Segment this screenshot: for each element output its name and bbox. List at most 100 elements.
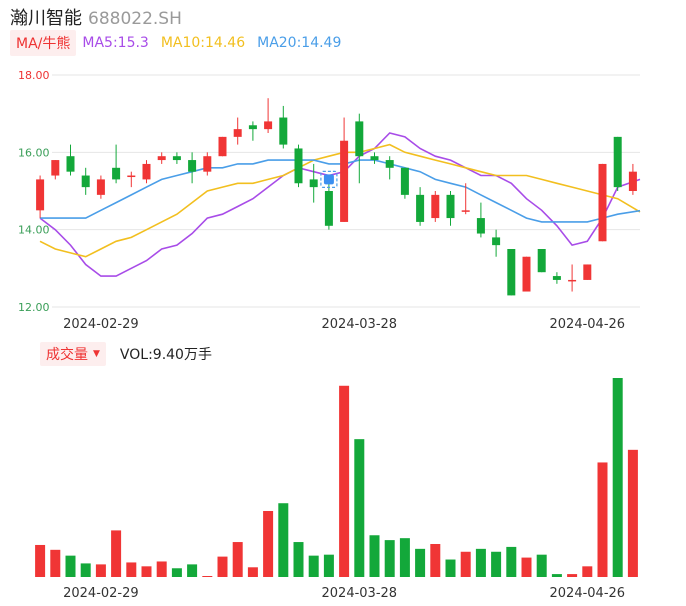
volume-bar[interactable] xyxy=(582,566,593,577)
volume-bar[interactable] xyxy=(217,556,228,577)
y-tick-label: 16.00 xyxy=(18,146,50,159)
volume-bar[interactable] xyxy=(50,549,61,577)
caret-down-icon: ▼ xyxy=(93,349,100,359)
volume-bar[interactable] xyxy=(80,563,91,577)
candle-body[interactable] xyxy=(431,194,440,219)
candle-body[interactable] xyxy=(157,156,166,161)
candle-body[interactable] xyxy=(355,121,364,157)
candle-body[interactable] xyxy=(583,264,592,280)
candle-body[interactable] xyxy=(507,249,516,296)
volume-bar[interactable] xyxy=(597,462,608,577)
volume-bar[interactable] xyxy=(551,574,562,577)
candle-body[interactable] xyxy=(218,136,227,157)
candle-body[interactable] xyxy=(142,163,151,180)
x-date-label: 2024-04-26 xyxy=(550,586,626,601)
candle-body[interactable] xyxy=(127,175,136,178)
candle-body[interactable] xyxy=(294,148,303,184)
ma-bull-bear-tab[interactable]: MA/牛熊 xyxy=(10,30,77,56)
candle-body[interactable] xyxy=(340,140,349,222)
ma10-legend: MA10:14.46 xyxy=(160,35,246,51)
volume-bar[interactable] xyxy=(293,542,304,577)
volume-bar[interactable] xyxy=(278,503,289,577)
candle-body[interactable] xyxy=(461,210,470,212)
candle-body[interactable] xyxy=(66,156,75,172)
volume-bar[interactable] xyxy=(612,378,623,577)
x-date-label: 2024-03-28 xyxy=(322,317,398,332)
candle-body[interactable] xyxy=(309,179,318,188)
candle-body[interactable] xyxy=(36,179,45,211)
volume-bar[interactable] xyxy=(339,385,350,577)
volume-bar[interactable] xyxy=(354,439,365,577)
candle-body[interactable] xyxy=(385,160,394,168)
x-date-label: 2024-02-29 xyxy=(63,586,139,601)
x-date-label: 2024-02-29 xyxy=(63,317,139,332)
candle-body[interactable] xyxy=(552,276,561,280)
volume-bar[interactable] xyxy=(399,538,410,577)
y-tick-label: 18.00 xyxy=(18,69,50,82)
candle-body[interactable] xyxy=(203,156,212,172)
volume-bar[interactable] xyxy=(263,510,274,577)
volume-bar[interactable] xyxy=(187,564,198,577)
volume-bar[interactable] xyxy=(308,555,319,577)
volume-bar[interactable] xyxy=(536,554,547,577)
candle-body[interactable] xyxy=(279,117,288,145)
ma5-line xyxy=(39,132,641,277)
candle-body[interactable] xyxy=(522,256,531,292)
volume-bar[interactable] xyxy=(111,530,122,577)
candle-body[interactable] xyxy=(188,160,197,172)
volume-bar[interactable] xyxy=(126,562,137,577)
volume-bar[interactable] xyxy=(567,574,578,577)
candle-body[interactable] xyxy=(264,121,273,130)
volume-bar[interactable] xyxy=(141,566,152,577)
candle-body[interactable] xyxy=(248,125,257,130)
volume-bar[interactable] xyxy=(384,540,395,577)
volume-bar[interactable] xyxy=(430,543,441,577)
volume-bar[interactable] xyxy=(156,561,167,577)
candle-body[interactable] xyxy=(51,160,60,176)
candle-body[interactable] xyxy=(613,136,622,188)
volume-bar[interactable] xyxy=(627,449,638,577)
volume-bar[interactable] xyxy=(232,542,243,577)
candle-body[interactable] xyxy=(416,194,425,222)
volume-bar[interactable] xyxy=(445,559,456,577)
candle-body[interactable] xyxy=(537,249,546,273)
stock-name: 瀚川智能 xyxy=(10,8,82,29)
volume-bar[interactable] xyxy=(65,555,76,577)
candle-body[interactable] xyxy=(172,156,181,161)
stock-header: 瀚川智能 688022.SH xyxy=(10,4,182,29)
x-date-label: 2024-03-28 xyxy=(322,586,398,601)
candle-body[interactable] xyxy=(112,167,121,180)
volume-bar[interactable] xyxy=(323,554,334,577)
ma10-line xyxy=(39,143,641,258)
candle-body[interactable] xyxy=(446,194,455,219)
volume-bar[interactable] xyxy=(171,568,182,577)
volume-bar[interactable] xyxy=(475,548,486,577)
volume-bar[interactable] xyxy=(521,557,532,577)
volume-bar[interactable] xyxy=(460,551,471,577)
volume-bar[interactable] xyxy=(95,564,106,577)
event-marker-frame[interactable] xyxy=(320,170,338,188)
candle-body[interactable] xyxy=(370,156,379,161)
candle-body[interactable] xyxy=(628,171,637,191)
volume-bar[interactable] xyxy=(247,567,258,577)
volume-bar[interactable] xyxy=(35,544,46,577)
ma20-legend: MA20:14.49 xyxy=(257,35,342,51)
candle-body[interactable] xyxy=(324,191,333,226)
candle-body[interactable] xyxy=(598,163,607,242)
volume-indicator-dropdown[interactable]: 成交量 ▼ xyxy=(40,342,106,366)
candle-body[interactable] xyxy=(476,218,485,234)
candle-body[interactable] xyxy=(492,237,501,246)
volume-bar[interactable] xyxy=(415,548,426,577)
candle-body[interactable] xyxy=(81,175,90,188)
candle-body[interactable] xyxy=(568,279,577,282)
volume-bar[interactable] xyxy=(491,551,502,577)
candle-body[interactable] xyxy=(96,179,105,195)
ma20-line xyxy=(40,159,641,223)
candle-body[interactable] xyxy=(233,129,242,137)
volume-bar[interactable] xyxy=(369,535,380,577)
candle-body[interactable] xyxy=(400,167,409,195)
event-marker-icon[interactable] xyxy=(323,174,334,185)
volume-bar[interactable] xyxy=(202,576,213,577)
volume-bar[interactable] xyxy=(506,546,517,577)
